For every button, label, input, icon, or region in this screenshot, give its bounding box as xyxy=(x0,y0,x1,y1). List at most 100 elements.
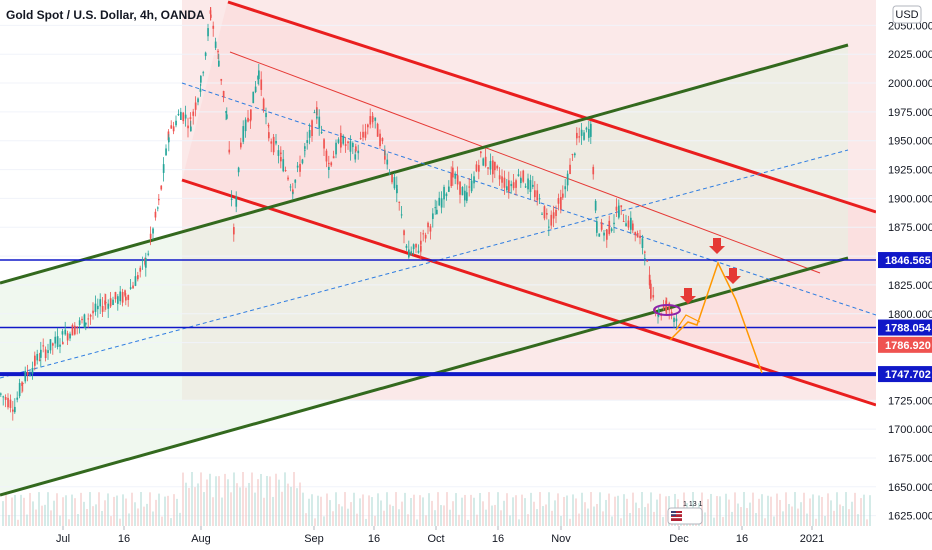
volume-bar xyxy=(161,516,163,526)
candle-body xyxy=(576,132,578,139)
candle-body xyxy=(641,238,644,248)
volume-bar xyxy=(716,496,718,526)
candle-body xyxy=(304,146,306,149)
currency-button[interactable]: USD xyxy=(892,5,922,24)
candle-body xyxy=(168,137,170,143)
candle-body xyxy=(22,383,24,385)
volume-bar xyxy=(14,495,16,526)
volume-bar xyxy=(533,501,535,526)
volume-bar xyxy=(704,512,706,526)
candle-body xyxy=(49,339,52,351)
candle-body xyxy=(405,245,408,248)
volume-bar xyxy=(215,476,217,526)
candle-body xyxy=(522,170,525,182)
candle-body xyxy=(172,126,175,132)
volume-bar xyxy=(539,492,541,526)
candle-body xyxy=(438,197,441,206)
volume-bar xyxy=(185,482,187,526)
event-badge[interactable]: 1 13 1 xyxy=(667,501,703,525)
volume-bar xyxy=(371,497,373,526)
candle-body xyxy=(226,114,228,119)
volume-bar xyxy=(617,495,619,526)
price-tag-label: 1788.054 xyxy=(885,323,932,335)
candle-body xyxy=(376,123,379,137)
candle-body xyxy=(7,397,9,408)
volume-bar xyxy=(563,496,565,526)
projection-path-minor xyxy=(675,314,701,331)
candle-body xyxy=(199,88,202,92)
candle-body xyxy=(85,322,87,325)
volume-bar xyxy=(35,509,37,526)
candle-body xyxy=(222,90,225,98)
volume-bar xyxy=(461,497,463,526)
candle-body xyxy=(328,162,330,164)
volume-bar xyxy=(524,498,526,526)
candle-body xyxy=(503,177,506,188)
volume-bar xyxy=(662,517,664,526)
candle-body xyxy=(299,163,301,172)
candle-body xyxy=(182,112,185,122)
volume-bar xyxy=(653,511,655,526)
candle-body xyxy=(489,161,492,170)
candle-body xyxy=(484,156,487,167)
candle-body xyxy=(452,167,454,178)
volume-bar xyxy=(773,516,775,526)
volume-bar xyxy=(92,506,94,526)
candle-body xyxy=(517,174,520,177)
candle-body xyxy=(440,198,443,208)
volume-bar xyxy=(236,483,238,526)
volume-bar xyxy=(590,492,592,526)
candle-body xyxy=(340,142,342,147)
time-axis[interactable]: Jul 16 Aug Sep 16 Oct 16 Nov Dec 16 2021 xyxy=(56,526,824,545)
candle-body xyxy=(242,126,245,142)
volume-bar xyxy=(854,492,856,526)
volume-bar xyxy=(284,472,286,526)
volume-bar xyxy=(572,494,574,526)
candle-body xyxy=(470,180,473,192)
volume-bar xyxy=(56,493,58,526)
volume-bar xyxy=(740,507,742,526)
volume-bar xyxy=(65,495,67,526)
volume-bar xyxy=(557,493,559,526)
volume-bar xyxy=(158,493,160,526)
volume-bar xyxy=(464,494,466,526)
price-tick-label: 1675.000 xyxy=(888,453,932,465)
candle-body xyxy=(292,192,294,194)
volume-bar xyxy=(146,503,148,526)
candle-body xyxy=(212,25,215,29)
volume-bar xyxy=(266,475,268,526)
candle-body xyxy=(364,131,367,138)
candle-body xyxy=(396,184,398,193)
candle-body xyxy=(634,232,637,236)
volume-bar xyxy=(791,506,793,526)
volume-bar xyxy=(257,479,259,526)
volume-bar xyxy=(74,498,76,526)
volume-bar xyxy=(320,496,322,526)
candle-body xyxy=(501,176,503,183)
time-axis-bg[interactable] xyxy=(0,526,932,550)
volume-bar xyxy=(785,492,787,526)
candle-body xyxy=(112,299,114,305)
price-tick-label: 1625.000 xyxy=(888,511,932,523)
candle-body xyxy=(244,119,247,132)
blue-dashed-line-lower xyxy=(0,149,849,379)
volume-bar xyxy=(851,501,853,526)
candle-body xyxy=(408,255,410,258)
candle-body xyxy=(225,111,227,113)
candle-body xyxy=(277,150,280,156)
volume-bar xyxy=(593,506,595,526)
volume-bar xyxy=(308,498,310,526)
candle-body xyxy=(180,112,182,120)
volume-bar xyxy=(50,510,52,526)
candle-body xyxy=(250,109,252,120)
candle-body xyxy=(662,305,665,309)
annotations-layer xyxy=(653,238,763,374)
candle-body xyxy=(564,186,567,190)
volume-bar xyxy=(332,511,334,526)
volume-bar xyxy=(584,502,586,526)
candle-body xyxy=(218,60,220,67)
candle-body xyxy=(184,114,187,119)
volume-bar xyxy=(722,517,724,526)
